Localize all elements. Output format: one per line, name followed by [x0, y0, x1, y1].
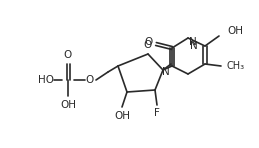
Text: N: N — [189, 37, 197, 47]
Text: OH: OH — [227, 26, 243, 36]
Text: OH: OH — [60, 100, 76, 110]
Text: CH₃: CH₃ — [227, 61, 245, 71]
Text: N: N — [162, 67, 170, 77]
Text: O: O — [145, 37, 153, 47]
Text: N: N — [190, 41, 198, 51]
Text: O: O — [86, 75, 94, 85]
Text: HO: HO — [38, 75, 54, 85]
Text: F: F — [154, 108, 160, 118]
Text: O: O — [144, 40, 152, 50]
Text: OH: OH — [114, 111, 130, 121]
Text: O: O — [64, 50, 72, 60]
